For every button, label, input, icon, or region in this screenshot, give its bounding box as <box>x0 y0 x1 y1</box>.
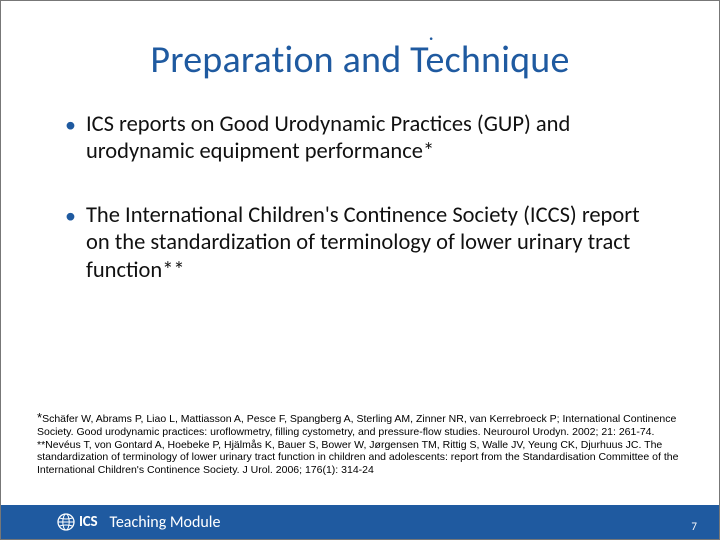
logo: ICS <box>57 513 97 531</box>
slide: Preparation and Technique • ICS reports … <box>0 0 720 540</box>
content-area: • ICS reports on Good Urodynamic Practic… <box>1 83 719 284</box>
references-block: *Schäfer W, Abrams P, Liao L, Mattiasson… <box>37 410 683 477</box>
bullet-item: • The International Children's Continenc… <box>65 202 655 284</box>
bullet-dot-icon: • <box>65 202 76 230</box>
title-wrap: Preparation and Technique <box>1 1 719 83</box>
slide-title: Preparation and Technique <box>150 37 569 83</box>
bullet-text: ICS reports on Good Urodynamic Practices… <box>86 111 655 166</box>
bullet-text: The International Children's Continence … <box>86 202 655 284</box>
logo-text: ICS <box>79 513 97 531</box>
bullet-item: • ICS reports on Good Urodynamic Practic… <box>65 111 655 166</box>
reference-2: **Nevéus T, von Gontard A, Hoebeke P, Hj… <box>37 439 678 477</box>
page-number: 7 <box>691 520 697 533</box>
globe-icon <box>57 513 75 531</box>
reference-1: Schäfer W, Abrams P, Liao L, Mattiasson … <box>37 413 676 438</box>
footer-bar: ICS Teaching Module 7 <box>1 505 719 539</box>
bullet-dot-icon: • <box>65 111 76 139</box>
footer-module: Teaching Module <box>109 513 220 532</box>
